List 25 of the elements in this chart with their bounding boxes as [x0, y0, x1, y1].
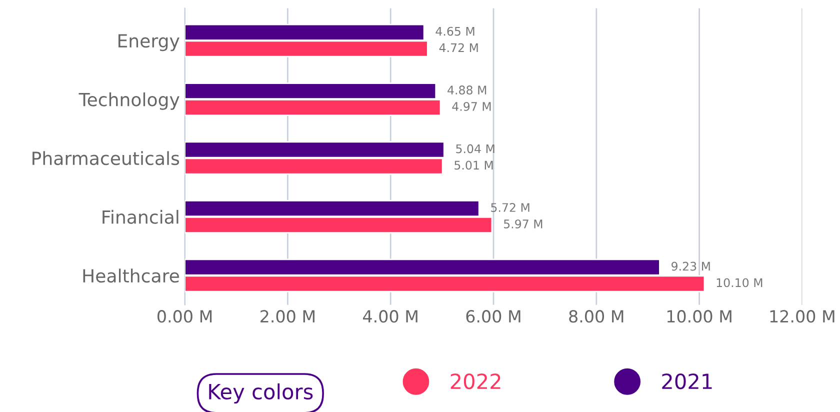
legend-title: Key colors [209, 383, 313, 404]
data-label: 5.04 M [456, 144, 494, 154]
data-label: 4.97 M [452, 102, 491, 111]
legend-label: 2021 [662, 373, 712, 390]
y-tick-label: Pharmaceuticals [32, 151, 180, 166]
x-tick-label: 0.00 M [158, 310, 212, 323]
x-tick-label: 8.00 M [569, 310, 624, 323]
data-label: 4.72 M [439, 43, 478, 52]
y-tick-label: Technology [78, 92, 180, 110]
data-label: 4.88 M [448, 86, 486, 94]
x-tick-label: 6.00 M [466, 310, 520, 323]
y-tick-label: Energy [118, 34, 180, 52]
x-tick-label: 12.00 M [770, 310, 834, 323]
data-label: 9.23 M [672, 262, 710, 271]
x-tick-label: 2.00 M [260, 310, 314, 323]
x-tick-label: 10.00 M [667, 310, 732, 323]
data-label: 4.65 M [436, 26, 474, 36]
y-tick-label: Financial [102, 210, 178, 224]
data-label: 5.72 M [491, 203, 530, 212]
legend-label: 2022 [450, 373, 500, 390]
data-label: 5.97 M [504, 219, 542, 228]
y-tick-label: Healthcare [83, 268, 179, 283]
data-label: 10.10 M [716, 278, 762, 288]
data-label: 5.01 M [454, 160, 493, 170]
x-tick-label: 4.00 M [363, 310, 418, 323]
